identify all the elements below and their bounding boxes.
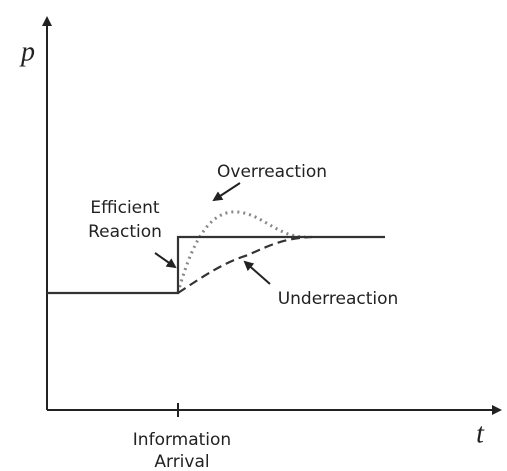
arrow [154,252,177,269]
x-axis-label: t [476,418,485,449]
arrow [212,182,241,202]
overreaction-curve [176,210,306,294]
arrival-label: Arrival [154,452,209,471]
arrival-label: Information [133,430,231,450]
efficient-label: Efficient [90,198,159,218]
overreaction-label: Overreaction [217,162,327,182]
underreaction-curve [177,235,313,294]
underreaction-label: Underreaction [278,289,399,309]
efficient-curve [47,235,385,295]
efficient-label: Reaction [88,222,162,242]
arrow [243,260,271,285]
y-axis-label: p [19,36,35,67]
